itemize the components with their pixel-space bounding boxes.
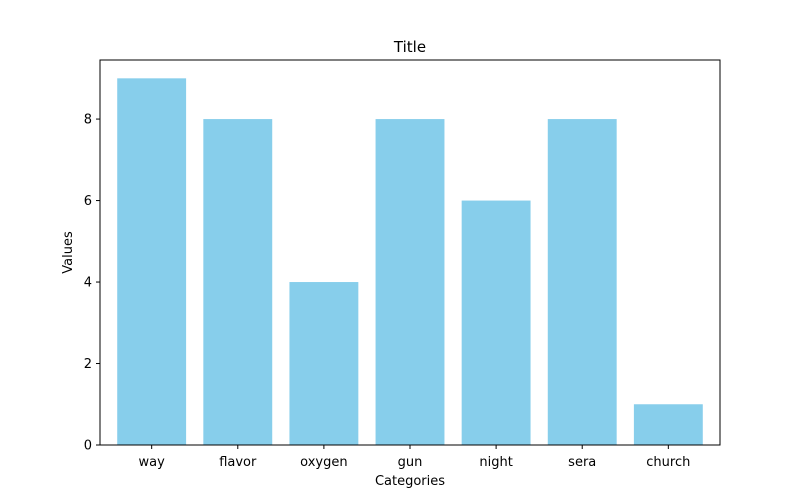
y-tick-label: 0 (84, 439, 92, 454)
x-axis-ticks: way flavor oxygen gun night sera church (139, 445, 690, 470)
y-tick-label: 4 (84, 276, 92, 291)
y-axis-label: Values (61, 231, 76, 274)
bar-oxygen (289, 282, 359, 445)
bar-night (461, 200, 531, 445)
x-tick-label: gun (398, 455, 423, 470)
x-tick-label: way (139, 455, 166, 470)
bar-flavor (203, 119, 273, 445)
x-tick-label: sera (568, 455, 596, 470)
y-tick-label: 2 (84, 357, 92, 372)
x-tick-label: flavor (219, 455, 257, 470)
bar-sera (547, 119, 617, 445)
x-tick-label: church (646, 455, 690, 470)
bar-gun (375, 119, 445, 445)
chart-title: Title (393, 38, 426, 56)
x-axis-label: Categories (375, 474, 445, 489)
x-tick-label: oxygen (300, 455, 347, 470)
y-tick-label: 8 (84, 113, 92, 128)
bars-group (117, 78, 703, 445)
y-axis-ticks: 0 2 4 6 8 (84, 113, 100, 454)
y-tick-label: 6 (84, 194, 92, 209)
bar-way (117, 78, 187, 445)
x-tick-label: night (479, 455, 512, 470)
bar-church (633, 404, 703, 445)
